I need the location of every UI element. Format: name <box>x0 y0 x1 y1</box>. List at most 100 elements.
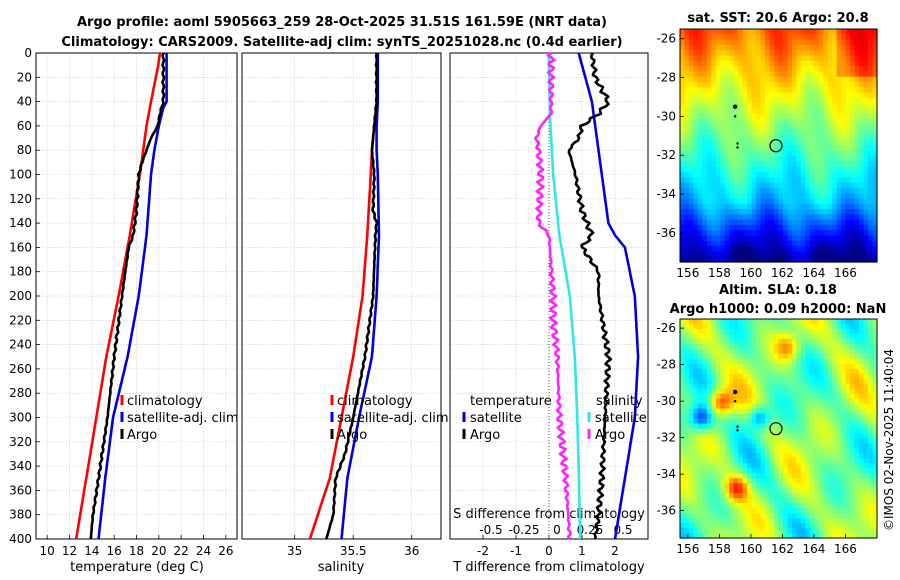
sst-map-cell <box>693 209 699 215</box>
sst-map-cell <box>688 92 695 99</box>
sla-map-cell <box>706 428 712 435</box>
sla-map-cell <box>711 348 717 355</box>
sst-map-cell <box>751 193 757 200</box>
sla-map-cell <box>818 508 824 514</box>
sst-map-cell <box>680 119 686 125</box>
sst-map-cell <box>872 97 878 104</box>
sla-map-cell <box>845 383 851 390</box>
sla-map-track-dot <box>736 425 739 428</box>
sst-map-cell <box>688 39 695 46</box>
sla-map-cell <box>805 323 811 330</box>
sst-map-cell <box>823 235 829 242</box>
sla-map-cell <box>706 343 712 350</box>
sla-map-cell <box>850 478 856 484</box>
sst-map-cell <box>796 92 802 99</box>
sst-map-cell <box>787 55 793 62</box>
sla-map-cell <box>791 453 798 459</box>
sst-map-cell <box>729 235 735 242</box>
sla-map-cell <box>800 518 806 524</box>
sla-map-cell <box>680 323 686 330</box>
sla-map-cell <box>688 398 695 405</box>
sla-map-cell <box>845 473 851 479</box>
sla-map-cell <box>688 388 695 395</box>
sst-map-cell <box>729 81 735 88</box>
sla-map-cell <box>836 423 842 430</box>
sst-map-cell <box>791 150 798 157</box>
sla-map-cell <box>774 368 780 375</box>
sst-map-cell <box>706 60 712 67</box>
sla-map-cell <box>805 483 811 489</box>
sla-map-cell <box>720 508 726 514</box>
sla-map-cell <box>841 418 847 425</box>
sst-map-cell <box>805 50 811 57</box>
sst-map-cell <box>680 203 686 210</box>
sst-map-ytick-label: -32 <box>656 148 676 162</box>
sst-map-cell <box>765 177 771 184</box>
sst-map-cell <box>688 134 695 141</box>
sst-map-cell <box>729 39 735 46</box>
sst-map-cell <box>809 92 815 99</box>
sla-map-cell <box>724 343 730 350</box>
sst-map-cell <box>760 209 766 215</box>
sla-map-cell <box>805 488 811 494</box>
sla-map-cell <box>684 518 690 524</box>
sst-map-cell <box>787 97 793 104</box>
sst-map-cell <box>688 203 695 210</box>
sst-map-cell <box>774 34 780 41</box>
sla-map-cell <box>836 328 842 335</box>
sla-map-cell <box>720 373 726 380</box>
sst-map-cell <box>827 55 833 62</box>
sst-map-cell <box>693 55 699 62</box>
sst-map-cell <box>688 246 695 253</box>
sst-map-cell <box>818 166 824 173</box>
sla-map-cell <box>796 488 802 494</box>
sla-map-cell <box>805 443 811 450</box>
sst-map-cell <box>706 81 712 88</box>
sla-map-cell <box>805 463 811 469</box>
sst-map-cell <box>827 71 833 78</box>
sla-map-cell <box>680 488 686 494</box>
sst-map-cell <box>859 108 865 115</box>
sst-map-cell <box>769 108 775 115</box>
sst-map-cell <box>850 214 856 221</box>
sst-map-cell <box>760 203 766 210</box>
sla-map-cell <box>850 518 856 524</box>
sla-map-cell <box>845 398 851 405</box>
sst-map-cell <box>814 34 820 41</box>
sla-map-cell <box>720 498 726 504</box>
sla-map-cell <box>769 343 775 350</box>
sla-map-cell <box>854 388 860 395</box>
sla-map-cell <box>738 333 744 340</box>
sst-map-cell <box>845 124 851 131</box>
sla-map-cell <box>796 423 802 430</box>
sla-map-cell <box>733 363 739 370</box>
sla-map-cell <box>854 373 860 380</box>
sst-map-cell <box>809 150 815 157</box>
sst-map-cell <box>706 230 712 237</box>
sst-map-cell <box>688 140 695 147</box>
sst-map-cell <box>796 156 802 162</box>
sla-map-cell <box>809 463 815 469</box>
sla-map-cell <box>859 358 865 365</box>
sst-map-cell <box>693 145 699 152</box>
sla-map-cell <box>729 513 735 519</box>
sst-map-cell <box>688 66 695 72</box>
sla-map-cell <box>733 408 739 415</box>
sla-map-cell <box>841 358 847 365</box>
depth-ytick-label: 360 <box>9 483 32 497</box>
sla-map-cell <box>859 363 865 370</box>
sst-map-cell <box>760 246 766 253</box>
sla-map-cell <box>832 473 838 479</box>
sst-map-cell <box>800 251 806 258</box>
sst-map-cell <box>756 193 762 200</box>
sst-map-cell <box>747 44 753 51</box>
sst-map-cell <box>787 177 793 184</box>
sst-map-cell <box>836 34 842 41</box>
sla-map-cell <box>782 483 789 489</box>
sst-map-cell <box>760 171 766 178</box>
sla-map-cell <box>872 498 878 504</box>
sst-map-cell <box>814 145 820 152</box>
sla-map-cell <box>859 368 865 375</box>
sla-map-cell <box>697 513 703 519</box>
sla-map-cell <box>782 358 789 365</box>
